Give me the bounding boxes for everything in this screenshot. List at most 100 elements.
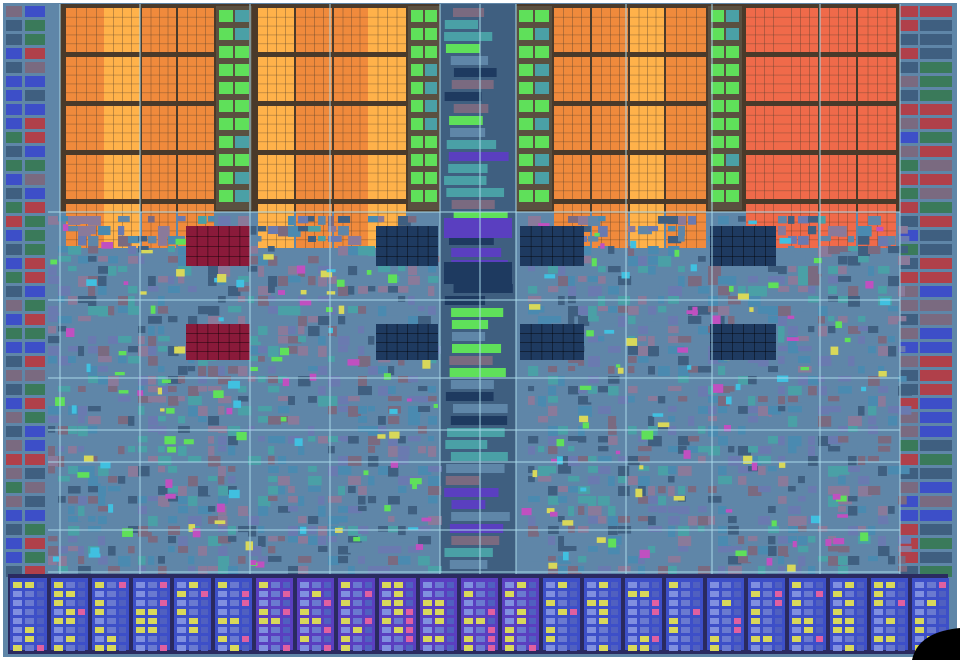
cache-bitline: [764, 155, 765, 199]
io-cell: [927, 609, 936, 615]
cache-wordline: [142, 172, 176, 174]
logic-cell: [638, 476, 650, 487]
edge-pad: [920, 216, 952, 227]
array-divider: [196, 324, 198, 360]
logic-cell: [158, 566, 167, 576]
io-cell: [447, 618, 454, 624]
logic-cell: [528, 476, 535, 483]
logic-cell: [108, 486, 121, 492]
logic-cell: [808, 386, 817, 396]
tag-array: [235, 154, 249, 166]
logic-cell: [538, 446, 545, 453]
io-cell: [488, 627, 495, 633]
cache-wordline: [104, 16, 140, 18]
logic-cell: [788, 246, 795, 254]
logic-cell: [328, 446, 335, 454]
array-divider: [541, 226, 543, 266]
logic-cell: [798, 346, 812, 352]
logic-cell: [48, 266, 57, 276]
logic-cell: [228, 546, 239, 557]
edge-pad: [25, 440, 45, 451]
logic-cell: [888, 516, 897, 522]
logic-cell: [78, 236, 87, 246]
io-cell: [148, 636, 157, 642]
logic-cell: [198, 506, 212, 515]
cache-bitline: [150, 106, 152, 150]
cache-bitline: [323, 204, 324, 248]
logic-cell: [258, 436, 265, 442]
logic-cell: [78, 216, 92, 225]
io-cell: [546, 645, 555, 651]
logic-cell: [228, 286, 241, 297]
logic-cell: [708, 416, 718, 422]
logic-cell: [888, 236, 896, 245]
logic-cell: [278, 506, 291, 513]
logic-cell: [218, 536, 231, 544]
logic-cell: [258, 346, 268, 353]
cache-wordline: [296, 163, 332, 165]
logic-cell: [788, 266, 797, 273]
array-divider: [228, 324, 230, 360]
io-cell: [382, 636, 391, 642]
logic-cell: [688, 276, 702, 287]
logic-cell: [348, 406, 361, 417]
io-cell: [259, 627, 268, 633]
io-cell: [271, 600, 280, 606]
logic-cell: [748, 556, 755, 563]
io-cell: [382, 600, 391, 606]
tag-array: [711, 100, 724, 112]
logic-cell: [818, 486, 829, 495]
logic-cell: [788, 436, 802, 447]
edge-pad: [920, 146, 952, 157]
io-cell: [693, 627, 700, 633]
logic-accent: [277, 290, 285, 295]
array-divider: [573, 226, 575, 266]
io-cell: [722, 627, 731, 633]
logic-cell: [118, 336, 132, 343]
io-cell: [558, 609, 567, 615]
logic-cell: [648, 436, 662, 447]
tag-array: [726, 154, 739, 166]
cache-subarray: [554, 57, 590, 101]
cache-wordline: [104, 172, 140, 174]
logic-accent: [263, 254, 274, 260]
cache-wordline: [104, 25, 140, 27]
logic-cell: [638, 516, 651, 522]
cache-wordline: [858, 83, 896, 85]
logic-cell: [898, 346, 906, 353]
io-cell: [230, 609, 239, 615]
logic-cell: [428, 446, 437, 457]
logic-cell: [548, 416, 560, 424]
logic-cell: [788, 416, 798, 427]
cache-bitline: [396, 8, 398, 52]
edge-pad: [25, 356, 45, 367]
logic-cell: [88, 256, 97, 262]
logic-cell: [88, 336, 97, 344]
tag-array: [219, 136, 233, 148]
io-cell: [13, 600, 22, 606]
logic-cell: [378, 466, 389, 475]
logic-cell: [678, 436, 690, 446]
logic-cell: [308, 396, 317, 403]
logic-cell: [78, 516, 90, 522]
cache-subarray: [666, 155, 706, 199]
logic-cell: [568, 216, 580, 223]
logic-cell: [668, 336, 681, 344]
cache-wordline: [178, 43, 214, 45]
logic-cell: [278, 336, 291, 344]
corner-notch: [912, 628, 960, 660]
logic-accent: [271, 356, 283, 362]
cache-bitline: [113, 204, 114, 248]
io-cell: [66, 636, 75, 642]
cache-bitline: [581, 155, 582, 199]
logic-cell: [48, 326, 57, 334]
logic-cell: [718, 406, 728, 414]
array-divider: [239, 324, 241, 360]
logic-cell: [128, 526, 141, 533]
logic-cell: [278, 436, 286, 444]
logic-cell: [58, 546, 68, 554]
logic-cell: [418, 396, 431, 403]
logic-cell: [768, 316, 780, 323]
logic-cell: [648, 396, 658, 402]
io-cell: [898, 627, 905, 633]
